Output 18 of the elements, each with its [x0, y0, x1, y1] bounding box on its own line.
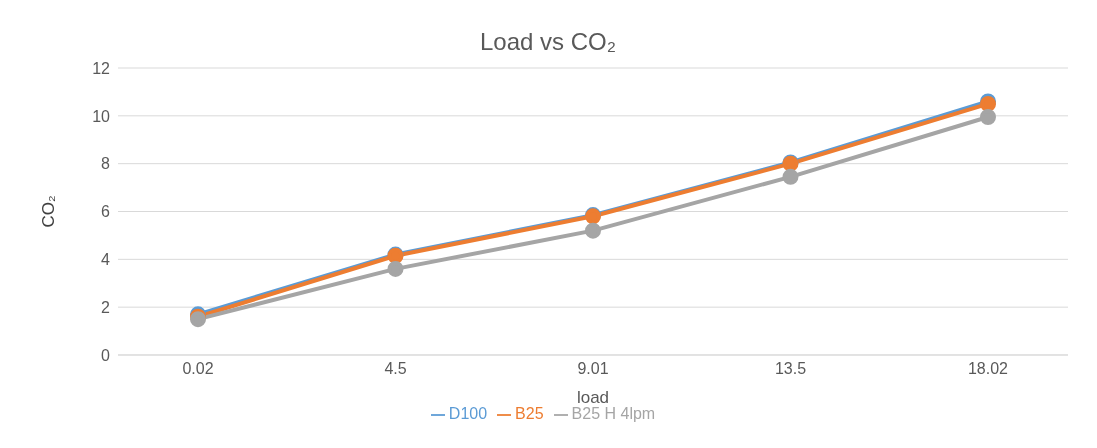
x-tick-label: 0.02 — [182, 360, 214, 378]
y-tick-label: 12 — [92, 59, 111, 77]
x-tick-label: 13.5 — [774, 360, 807, 378]
legend-label: D100 — [448, 405, 488, 422]
x-tick-label: 4.5 — [384, 360, 407, 378]
legend-label: B25 — [515, 405, 544, 422]
legend-label: B25 H 4lpm — [571, 405, 656, 422]
chart-title: Load vs CO₂ — [478, 27, 617, 57]
x-tick-label: 18.02 — [967, 360, 1009, 378]
x-tick-label: 9.01 — [577, 360, 609, 378]
y-tick-label: 2 — [101, 298, 111, 316]
y-tick-label: 10 — [92, 107, 111, 125]
y-tick-label: 4 — [101, 251, 111, 269]
y-axis-title: CO₂ — [39, 195, 59, 228]
y-tick-label: 8 — [101, 155, 111, 173]
y-tick-label: 6 — [101, 203, 111, 221]
x-axis-title: load — [576, 388, 610, 407]
y-tick-label: 0 — [101, 346, 111, 364]
